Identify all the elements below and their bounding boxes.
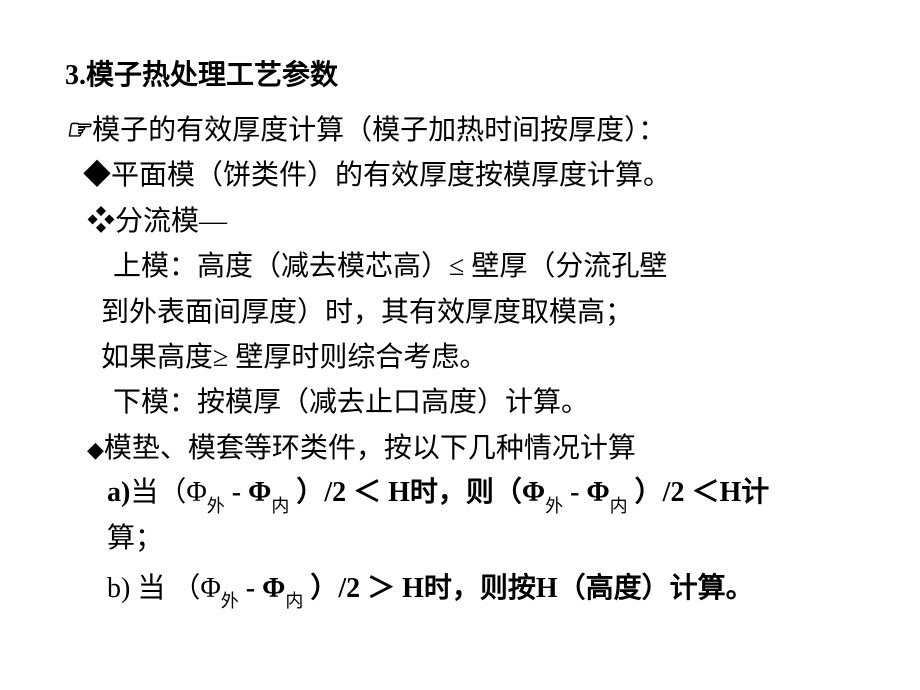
case-a-label: a)	[107, 477, 130, 508]
flat-die-text: 平面模（饼类件）的有效厚度按模厚度计算。	[111, 160, 671, 191]
line-case-b: b) 当 （Φ外 - Φ内 ）/2 ＞ H时，则按H（高度）计算。	[107, 568, 870, 612]
diamond-outline-icon: ❖	[87, 206, 115, 237]
line-case-a-cont: 算；	[107, 518, 870, 560]
case-b-label: b)	[107, 573, 130, 604]
line-lower-die: 下模：按模厚（减去止口高度）计算。	[113, 381, 870, 424]
case-b-sub2: 内	[285, 591, 303, 611]
line-flat-die: ◆平面模（饼类件）的有效厚度按模厚度计算。	[83, 154, 870, 197]
case-a-t3: ）/2 ＜ H时，则（Φ	[289, 477, 545, 508]
case-b-sub1: 外	[221, 591, 239, 611]
split-die-text: 分流模—	[115, 206, 227, 237]
line-upper-die-1: 上模：高度（减去模芯高）≤ 壁厚（分流孔壁	[113, 245, 870, 288]
case-b-t3: ）/2 ＞ H时，则按H（高度）计算。	[303, 573, 753, 604]
et-bullet-icon: ☞	[65, 109, 90, 152]
calc-intro-text: 模子的有效厚度计算（模子加热时间按厚度）：	[92, 115, 666, 146]
line-calc-intro: ☞模子的有效厚度计算（模子加热时间按厚度）：	[65, 109, 870, 152]
case-a-t1: 当（Φ	[130, 477, 206, 508]
case-a-sub2: 内	[271, 496, 289, 516]
line-split-die: ❖分流模—	[87, 200, 870, 243]
case-b-t1: 当 （Φ	[130, 573, 220, 604]
case-a-t5: ）/2 ＜H计	[628, 477, 770, 508]
case-a-sub4: 内	[610, 496, 628, 516]
case-a-t2: - Φ	[225, 477, 272, 508]
ring-parts-text: 模垫、模套等环类件，按以下几种情况计算	[104, 433, 636, 464]
line-upper-die-3: 如果高度≥ 壁厚时则综合考虑。	[101, 336, 870, 379]
line-ring-parts: ◆模垫、模套等环类件，按以下几种情况计算	[87, 427, 870, 470]
line-upper-die-2: 到外表面间厚度）时，其有效厚度取模高；	[101, 291, 870, 334]
case-a-sub1: 外	[207, 496, 225, 516]
document-content: 3.模子热处理工艺参数 ☞模子的有效厚度计算（模子加热时间按厚度）： ◆平面模（…	[0, 0, 920, 653]
section-heading: 3.模子热处理工艺参数	[65, 55, 870, 97]
case-b-t2: - Φ	[239, 573, 286, 604]
line-case-a: a)当（Φ外 - Φ内 ）/2 ＜ H时，则（Φ外 - Φ内 ）/2 ＜H计	[107, 472, 870, 516]
diamond-solid-icon: ◆	[83, 160, 111, 191]
case-a-sub3: 外	[545, 496, 563, 516]
case-a-t4: - Φ	[563, 477, 610, 508]
small-diamond-icon: ◆	[87, 437, 104, 462]
